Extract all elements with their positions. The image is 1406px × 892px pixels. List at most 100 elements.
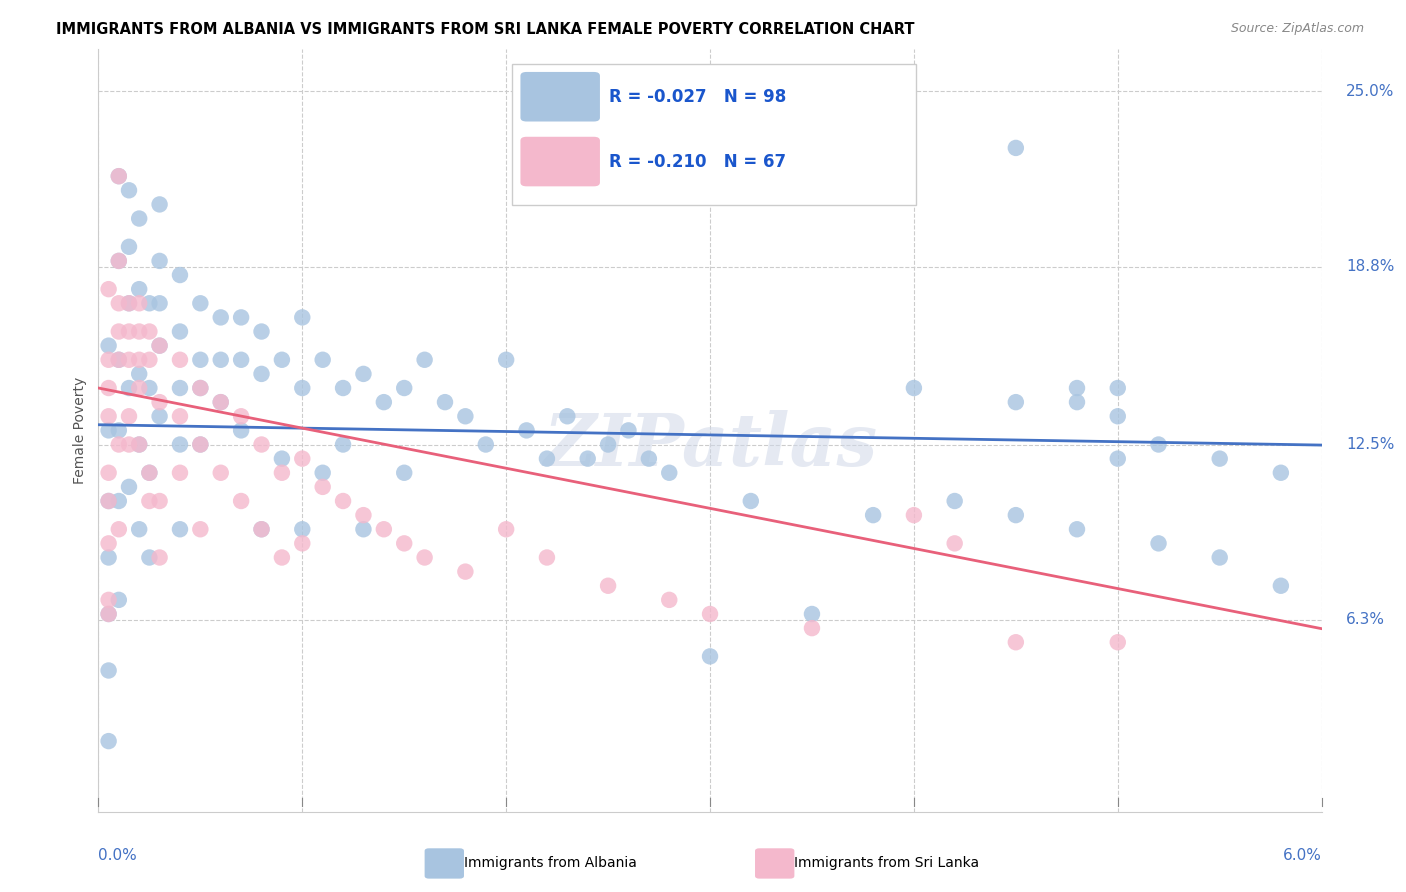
Point: [118, 352, 141, 367]
Point: [433, 395, 456, 409]
Point: [118, 296, 141, 310]
Text: Immigrants from Albania: Immigrants from Albania: [464, 856, 637, 871]
Point: [801, 621, 824, 635]
Point: [352, 367, 374, 381]
Point: [97, 734, 120, 748]
Point: [209, 395, 232, 409]
Point: [108, 424, 131, 438]
Point: [138, 352, 160, 367]
Point: [576, 451, 599, 466]
Point: [270, 466, 292, 480]
Point: [352, 508, 374, 523]
Point: [740, 494, 762, 508]
Point: [149, 339, 172, 353]
Point: [392, 381, 416, 395]
Text: Source: ZipAtlas.com: Source: ZipAtlas.com: [1230, 22, 1364, 36]
Point: [474, 437, 498, 451]
Point: [118, 480, 141, 494]
Point: [903, 508, 925, 523]
Point: [515, 424, 537, 438]
Text: R = -0.210   N = 67: R = -0.210 N = 67: [609, 153, 786, 171]
Point: [1107, 451, 1129, 466]
Text: 0.0%: 0.0%: [98, 848, 138, 863]
Point: [108, 169, 131, 184]
Point: [596, 437, 619, 451]
Point: [1107, 381, 1129, 395]
Point: [209, 395, 232, 409]
Point: [332, 437, 354, 451]
Point: [138, 296, 160, 310]
Text: 18.8%: 18.8%: [1346, 259, 1395, 274]
Point: [250, 437, 273, 451]
Point: [97, 352, 120, 367]
Point: [311, 352, 335, 367]
Point: [169, 268, 191, 282]
Point: [128, 325, 150, 339]
Text: 12.5%: 12.5%: [1346, 437, 1395, 452]
Point: [1066, 395, 1088, 409]
Point: [454, 565, 477, 579]
Point: [97, 607, 120, 621]
Point: [118, 183, 141, 197]
Point: [188, 381, 211, 395]
Point: [617, 424, 640, 438]
Point: [149, 339, 172, 353]
Point: [209, 310, 232, 325]
Point: [1004, 141, 1026, 155]
Point: [108, 296, 131, 310]
Point: [188, 296, 211, 310]
Point: [188, 437, 211, 451]
Point: [209, 352, 232, 367]
Point: [596, 579, 619, 593]
Point: [1004, 635, 1026, 649]
Point: [169, 409, 191, 424]
Point: [108, 494, 131, 508]
Text: 25.0%: 25.0%: [1346, 84, 1395, 99]
Point: [128, 211, 150, 226]
Point: [291, 522, 314, 536]
Point: [108, 592, 131, 607]
Point: [138, 381, 160, 395]
Point: [169, 466, 191, 480]
Point: [138, 466, 160, 480]
Point: [1208, 451, 1230, 466]
Point: [291, 536, 314, 550]
Point: [97, 550, 120, 565]
Text: IMMIGRANTS FROM ALBANIA VS IMMIGRANTS FROM SRI LANKA FEMALE POVERTY CORRELATION : IMMIGRANTS FROM ALBANIA VS IMMIGRANTS FR…: [56, 22, 915, 37]
Point: [250, 325, 273, 339]
Point: [291, 310, 314, 325]
Point: [536, 451, 558, 466]
Point: [413, 550, 436, 565]
Point: [128, 522, 150, 536]
Point: [188, 522, 211, 536]
Point: [118, 296, 141, 310]
Y-axis label: Female Poverty: Female Poverty: [73, 376, 87, 484]
Point: [138, 466, 160, 480]
Point: [149, 409, 172, 424]
Point: [149, 296, 172, 310]
Point: [169, 522, 191, 536]
Point: [373, 522, 395, 536]
Point: [108, 522, 131, 536]
Point: [169, 325, 191, 339]
Point: [108, 325, 131, 339]
Point: [454, 409, 477, 424]
Point: [1004, 395, 1026, 409]
Point: [149, 395, 172, 409]
Point: [270, 352, 292, 367]
Point: [862, 508, 884, 523]
Point: [97, 494, 120, 508]
Text: R = -0.027   N = 98: R = -0.027 N = 98: [609, 88, 786, 106]
Point: [108, 437, 131, 451]
Point: [658, 466, 681, 480]
FancyBboxPatch shape: [520, 136, 600, 186]
Text: Immigrants from Sri Lanka: Immigrants from Sri Lanka: [794, 856, 980, 871]
Point: [97, 466, 120, 480]
Point: [1107, 409, 1129, 424]
Point: [97, 339, 120, 353]
Point: [149, 197, 172, 211]
Point: [138, 325, 160, 339]
Point: [97, 424, 120, 438]
Point: [138, 550, 160, 565]
Point: [699, 607, 721, 621]
